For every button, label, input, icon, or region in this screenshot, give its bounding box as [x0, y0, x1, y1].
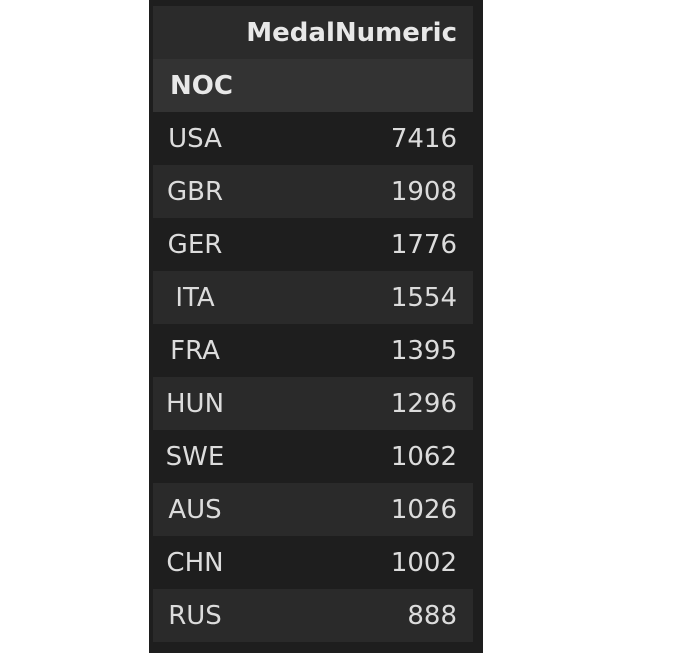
table-row: ITA 1554 [153, 271, 473, 324]
row-value-medalnumeric: 1026 [390, 494, 457, 525]
column-header-medalnumeric: MedalNumeric [246, 17, 457, 48]
row-index-noc: RUS [168, 600, 222, 631]
index-name-label: NOC [170, 70, 233, 101]
table-row: USA 7416 [153, 112, 473, 165]
row-index-noc: HUN [165, 388, 225, 419]
row-index-noc: AUS [168, 494, 222, 525]
row-index-noc: FRA [170, 335, 220, 366]
row-value-medalnumeric: 7416 [390, 123, 457, 154]
dataframe-table: MedalNumeric NOC USA 7416 GBR 1908 GER 1776 IT… [153, 6, 473, 642]
table-row: GER 1776 [153, 218, 473, 271]
table-row: RUS 888 [153, 589, 473, 642]
table-row: AUS 1026 [153, 483, 473, 536]
row-value-medalnumeric: 1296 [390, 388, 457, 419]
column-header-row: MedalNumeric [153, 6, 473, 59]
table-body: USA 7416 GBR 1908 GER 1776 ITA 1554 FRA 1395 HUN 12… [153, 112, 473, 642]
row-index-noc: GER [167, 229, 223, 260]
row-index-noc: USA [168, 123, 222, 154]
table-row: HUN 1296 [153, 377, 473, 430]
index-name-row: NOC [153, 59, 473, 112]
row-index-noc: ITA [175, 282, 215, 313]
table-row: CHN 1002 [153, 536, 473, 589]
row-value-medalnumeric: 1002 [390, 547, 457, 578]
row-index-noc: GBR [166, 176, 224, 207]
row-value-medalnumeric: 1062 [390, 441, 457, 472]
dataframe-panel: MedalNumeric NOC USA 7416 GBR 1908 GER 1776 IT… [149, 0, 483, 653]
row-value-medalnumeric: 1554 [390, 282, 457, 313]
row-value-medalnumeric: 1395 [390, 335, 457, 366]
table-row: FRA 1395 [153, 324, 473, 377]
row-index-noc: SWE [165, 441, 225, 472]
row-value-medalnumeric: 1776 [390, 229, 457, 260]
row-index-noc: CHN [166, 547, 224, 578]
table-row: SWE 1062 [153, 430, 473, 483]
row-value-medalnumeric: 1908 [390, 176, 457, 207]
table-row: GBR 1908 [153, 165, 473, 218]
row-value-medalnumeric: 888 [407, 600, 457, 631]
